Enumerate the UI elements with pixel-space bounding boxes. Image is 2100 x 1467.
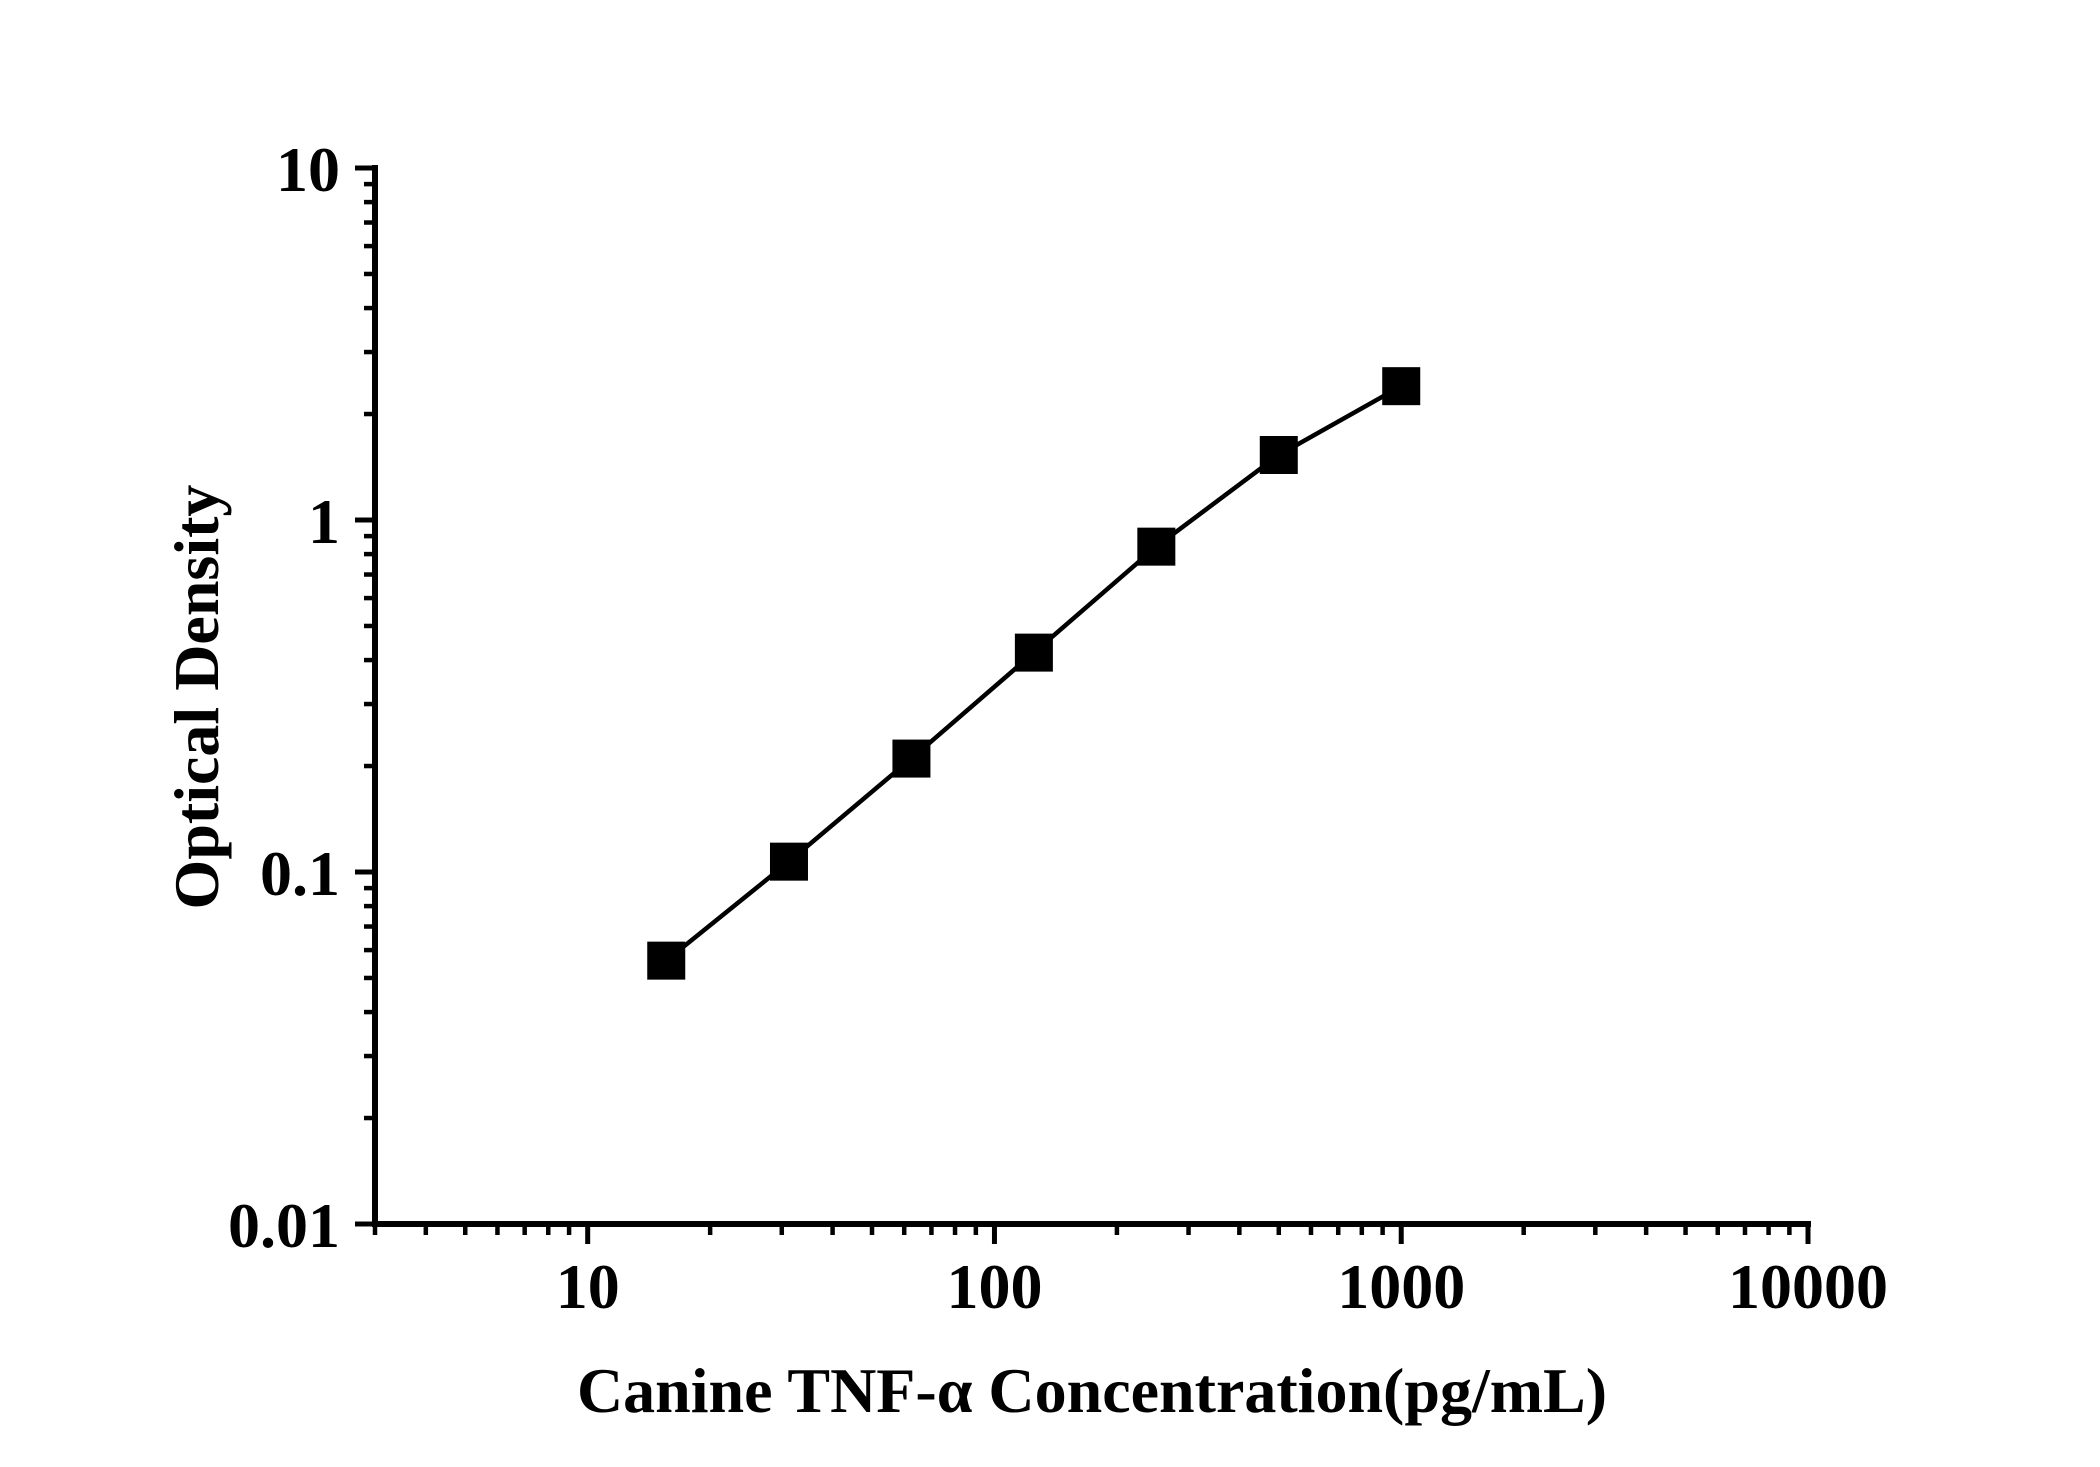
x-tick-label: 100: [946, 1251, 1042, 1322]
data-point-marker: [647, 941, 686, 980]
tick-labels-layer: 10 100 1000 10000 10 1 0.1 0.01: [228, 134, 1888, 1322]
x-tick-label: 10000: [1728, 1251, 1888, 1322]
data-point-marker: [892, 739, 931, 778]
ticks-layer: [355, 165, 1811, 1244]
y-tick-label: 1: [308, 486, 340, 557]
x-tick-label: 1000: [1337, 1251, 1465, 1322]
y-tick-label: 0.1: [260, 838, 340, 909]
y-tick-label: 0.01: [228, 1190, 340, 1261]
data-point-marker: [769, 842, 808, 881]
data-point-marker: [1259, 435, 1298, 474]
y-axis-title: Optical Density: [161, 485, 232, 910]
x-axis-title: Canine TNF-α Concentration(pg/mL): [577, 1355, 1607, 1426]
axes-layer: [372, 165, 1811, 1227]
x-tick-label: 10: [556, 1251, 620, 1322]
series-layer: [647, 367, 1421, 980]
data-point-marker: [1137, 527, 1176, 566]
axis-spines: [372, 165, 1811, 1227]
data-point-marker: [1382, 367, 1421, 406]
y-tick-label: 10: [276, 134, 340, 205]
data-point-marker: [1014, 633, 1053, 672]
